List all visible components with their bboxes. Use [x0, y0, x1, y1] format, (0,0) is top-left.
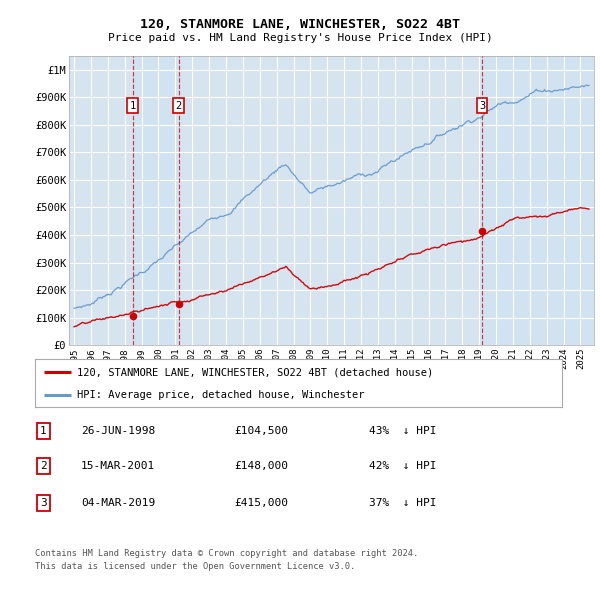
Text: 2: 2 — [40, 461, 47, 471]
Text: £148,000: £148,000 — [234, 461, 288, 471]
Text: 15-MAR-2001: 15-MAR-2001 — [81, 461, 155, 471]
Text: £104,500: £104,500 — [234, 426, 288, 435]
Text: £415,000: £415,000 — [234, 498, 288, 507]
Text: HPI: Average price, detached house, Winchester: HPI: Average price, detached house, Winc… — [77, 390, 364, 400]
Text: 2: 2 — [176, 101, 182, 110]
Text: 3: 3 — [479, 101, 485, 110]
Text: 43%  ↓ HPI: 43% ↓ HPI — [369, 426, 437, 435]
Text: 42%  ↓ HPI: 42% ↓ HPI — [369, 461, 437, 471]
Text: 26-JUN-1998: 26-JUN-1998 — [81, 426, 155, 435]
Text: 37%  ↓ HPI: 37% ↓ HPI — [369, 498, 437, 507]
Text: 1: 1 — [130, 101, 136, 110]
Text: Price paid vs. HM Land Registry's House Price Index (HPI): Price paid vs. HM Land Registry's House … — [107, 34, 493, 43]
Text: 3: 3 — [40, 498, 47, 507]
Text: This data is licensed under the Open Government Licence v3.0.: This data is licensed under the Open Gov… — [35, 562, 355, 571]
Bar — [482, 56, 594, 345]
Text: 120, STANMORE LANE, WINCHESTER, SO22 4BT (detached house): 120, STANMORE LANE, WINCHESTER, SO22 4BT… — [77, 367, 433, 377]
Text: 04-MAR-2019: 04-MAR-2019 — [81, 498, 155, 507]
Text: 1: 1 — [40, 426, 47, 435]
Bar — [133, 56, 179, 345]
Text: Contains HM Land Registry data © Crown copyright and database right 2024.: Contains HM Land Registry data © Crown c… — [35, 549, 418, 558]
Text: 120, STANMORE LANE, WINCHESTER, SO22 4BT: 120, STANMORE LANE, WINCHESTER, SO22 4BT — [140, 18, 460, 31]
